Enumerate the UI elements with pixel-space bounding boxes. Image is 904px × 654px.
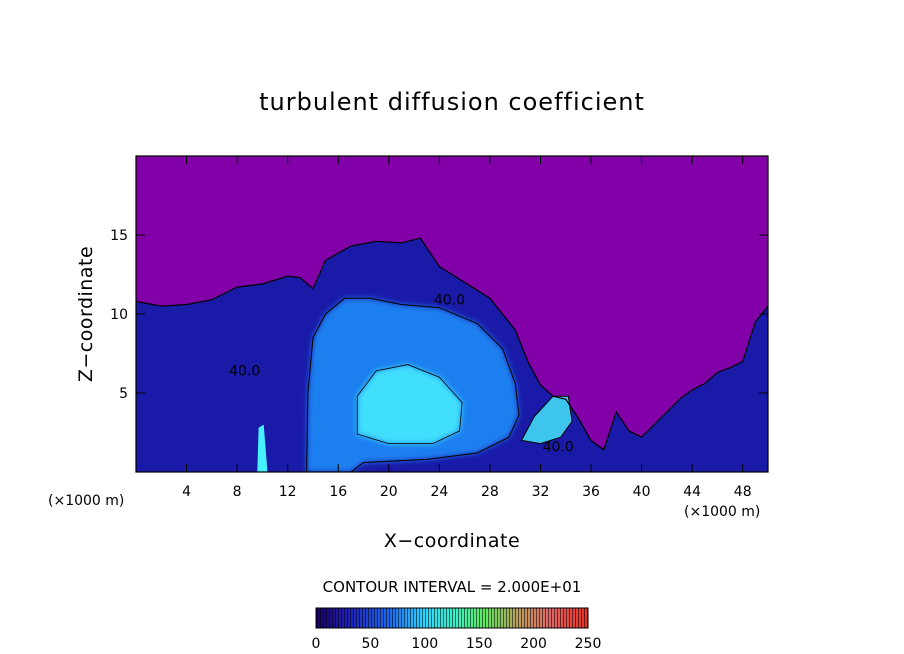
contour-line-boundary <box>136 237 768 451</box>
contour-label-2: 40.0 <box>543 439 574 455</box>
y-tick-label-10: 10 <box>110 307 128 323</box>
high-diffusion-core <box>357 364 463 444</box>
colorbar-label-100: 100 <box>411 636 438 652</box>
x-unit-left: (×1000 m) <box>48 493 124 509</box>
x-tick-label-16: 16 <box>329 484 347 500</box>
colorbar-ticks: 0 50 100 150 200 250 <box>312 636 602 652</box>
contour-label-0: 40.0 <box>434 293 465 309</box>
x-tick-label-4: 4 <box>182 484 191 500</box>
x-axis-ticks: 4 8 12 16 20 24 28 32 36 40 44 48 <box>182 156 752 500</box>
plot-area: 40.0 40.0 40.0 <box>136 156 768 472</box>
colorbar-label-150: 150 <box>466 636 493 652</box>
chart-title: turbulent diffusion coefficient <box>259 88 645 116</box>
contour-line-gust <box>520 395 573 445</box>
x-tick-label-44: 44 <box>683 484 701 500</box>
y-axis-ticks: 5 10 15 <box>110 228 768 402</box>
x-tick-label-48: 48 <box>734 484 752 500</box>
colorbar-label-250: 250 <box>575 636 602 652</box>
colorbar-label-0: 0 <box>312 636 321 652</box>
x-tick-label-40: 40 <box>633 484 651 500</box>
x-tick-label-12: 12 <box>279 484 297 500</box>
contour-label-1: 40.0 <box>229 364 260 380</box>
y-tick-label-15: 15 <box>110 228 128 244</box>
x-unit-right: (×1000 m) <box>684 504 760 520</box>
colorbar-stripes <box>316 608 588 628</box>
colorbar-frame <box>315 607 589 629</box>
y-axis-label: Z−coordinate <box>75 246 97 382</box>
contour-interval-text: CONTOUR INTERVAL = 2.000E+01 <box>323 578 582 596</box>
x-tick-label-8: 8 <box>233 484 242 500</box>
y-tick-label-5: 5 <box>119 386 128 402</box>
contour-labels: 40.0 40.0 40.0 <box>229 293 574 456</box>
colorbar-label-50: 50 <box>361 636 379 652</box>
colorbar: 0 50 100 150 200 250 <box>312 607 602 652</box>
colorbar-label-200: 200 <box>520 636 547 652</box>
contour-line-core <box>356 364 463 444</box>
x-tick-label-24: 24 <box>430 484 448 500</box>
x-tick-label-20: 20 <box>380 484 398 500</box>
x-tick-label-28: 28 <box>481 484 499 500</box>
x-tick-label-36: 36 <box>582 484 600 500</box>
thin-high-stem <box>257 424 268 472</box>
x-axis-label: X−coordinate <box>384 530 520 552</box>
gust-front-patch <box>521 396 573 444</box>
x-tick-label-32: 32 <box>532 484 550 500</box>
contour-line-plume <box>306 297 520 472</box>
